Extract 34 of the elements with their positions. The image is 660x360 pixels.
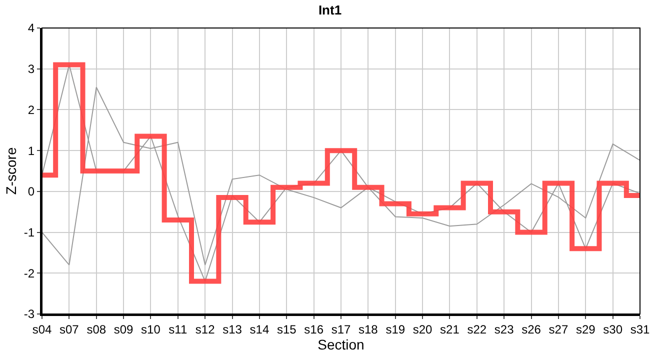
x-tick-label: s11: [168, 322, 188, 336]
x-tick-label: s04: [32, 322, 52, 336]
x-tick-label: s23: [494, 322, 514, 336]
x-tick-label: s18: [358, 322, 378, 336]
x-tick-label: s27: [548, 322, 568, 336]
x-tick-label: s09: [114, 322, 134, 336]
x-tick-label: s08: [86, 322, 106, 336]
x-tick-label: s14: [250, 322, 270, 336]
x-tick-label: s12: [195, 322, 216, 336]
x-tick-label: s13: [222, 322, 242, 336]
chart-title: Int1: [318, 2, 342, 18]
x-tick-label: s07: [60, 322, 80, 336]
y-tick-label: 2: [28, 102, 35, 117]
y-tick-label: -1: [24, 225, 35, 240]
y-tick-label: -2: [24, 266, 35, 280]
x-tick-label: s10: [141, 322, 161, 336]
x-tick-label: s22: [467, 322, 487, 336]
x-tick-label: s26: [522, 322, 542, 336]
x-tick-label: s20: [412, 322, 433, 336]
y-tick-label: -3: [24, 307, 35, 322]
x-tick-label: s31: [630, 322, 650, 336]
x-tick-label: s30: [603, 322, 623, 336]
x-tick-label: s15: [276, 322, 297, 336]
y-axis-title: Z-score: [3, 147, 20, 195]
y-tick-label: 0: [28, 184, 35, 199]
x-tick-label: s21: [440, 322, 460, 336]
y-tick-label: 4: [28, 21, 35, 36]
y-tick-label: 1: [28, 144, 35, 158]
x-axis-title: Section: [318, 336, 364, 352]
x-tick-label: s19: [386, 322, 406, 336]
x-tick-label: s17: [331, 322, 351, 336]
x-tick-label: s29: [576, 322, 596, 336]
x-tick-label: s16: [304, 322, 324, 336]
y-tick-label: 3: [28, 62, 35, 76]
